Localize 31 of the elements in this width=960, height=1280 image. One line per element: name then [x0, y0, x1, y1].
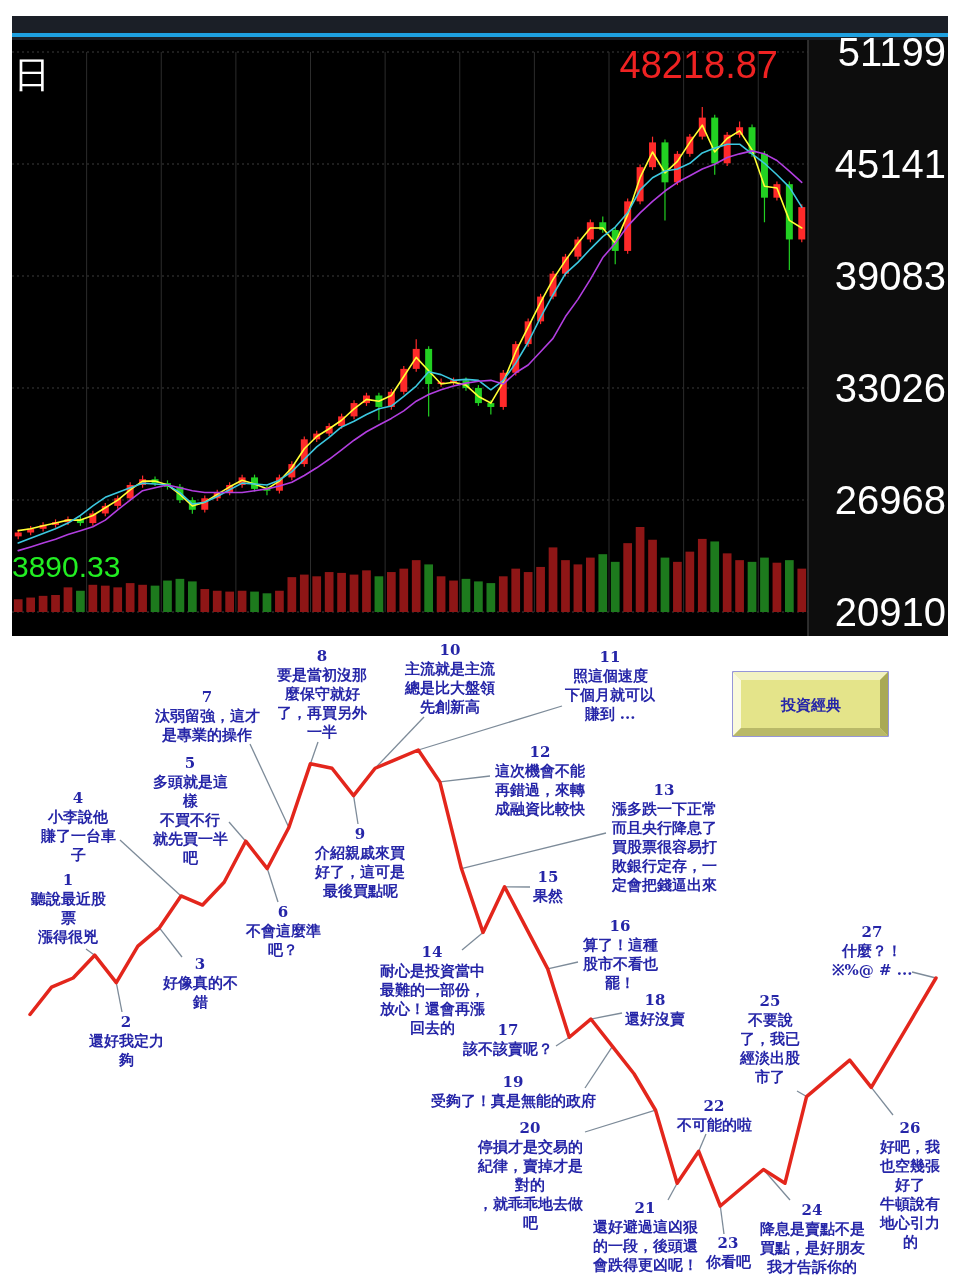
annotation: 介紹親戚來買好了，這可是最後買點呢 [315, 844, 405, 901]
annotation: 3890.33 [12, 549, 121, 583]
title: 投資經典 [780, 695, 841, 714]
annotation: 照這個速度下個月就可以賺到 ... [565, 667, 655, 724]
annotation: 耐心是投資當中最難的一部份，放心！還會再漲回去的 [379, 962, 485, 1038]
annotation: 算了！這種股市不看也罷！ [582, 936, 658, 993]
annotation: 聽說最近股票漲得很兇 [30, 890, 106, 947]
annotation: 好吧，我也空幾張好了牛頓說有地心引力的 [880, 1138, 940, 1252]
annotation: 降息是賣點不是買點，是好朋友我才告訴你的 [759, 1220, 865, 1277]
annotation: 日 [14, 53, 50, 95]
annotation: 不要說了，我已經淡出股市了 [740, 1011, 800, 1087]
annotation: 還好我定力夠 [88, 1032, 164, 1070]
annotation: 多頭就是這樣不買不行就先買一半吧 [152, 773, 228, 868]
annotation: 好像真的不錯 [162, 974, 238, 1012]
annotation: 不可能的啦 [676, 1116, 752, 1135]
annotation: 小李說他賺了一台車子 [40, 808, 116, 865]
annotation: 還好避過這凶狠的一段，後頭還會跌得更凶呢！ [592, 1218, 698, 1275]
annotation: 停損才是交易的紀律，賣掉才是對的，就乖乖地去做吧 [477, 1138, 583, 1233]
annotation: 什麼？！※%@ # ... [831, 942, 913, 980]
annotation: 漲多跌一下正常而且央行降息了買股票很容易打敗銀行定存，一定會把錢逼出來 [611, 800, 717, 895]
annotation: 果然 [533, 887, 563, 906]
annotation: 汰弱留強，這才是專業的操作 [154, 707, 260, 745]
annotation: 主流就是主流總是比大盤領先創新高 [405, 660, 495, 717]
annotation: 該不該賣呢？ [463, 1040, 553, 1059]
annotation: 不會這麼準吧？ [245, 922, 321, 960]
annotation: 這次機會不能再錯過，來轉成融資比較快 [495, 762, 585, 819]
annotation: 你看吧 [705, 1253, 751, 1272]
annotation: 要是當初沒那麼保守就好了，再買另外一半 [277, 666, 367, 742]
annotation: 48218.87 [619, 43, 778, 86]
annotation: 還好沒賣 [625, 1010, 685, 1029]
annotation: 受夠了！真是無能的政府 [430, 1092, 596, 1111]
